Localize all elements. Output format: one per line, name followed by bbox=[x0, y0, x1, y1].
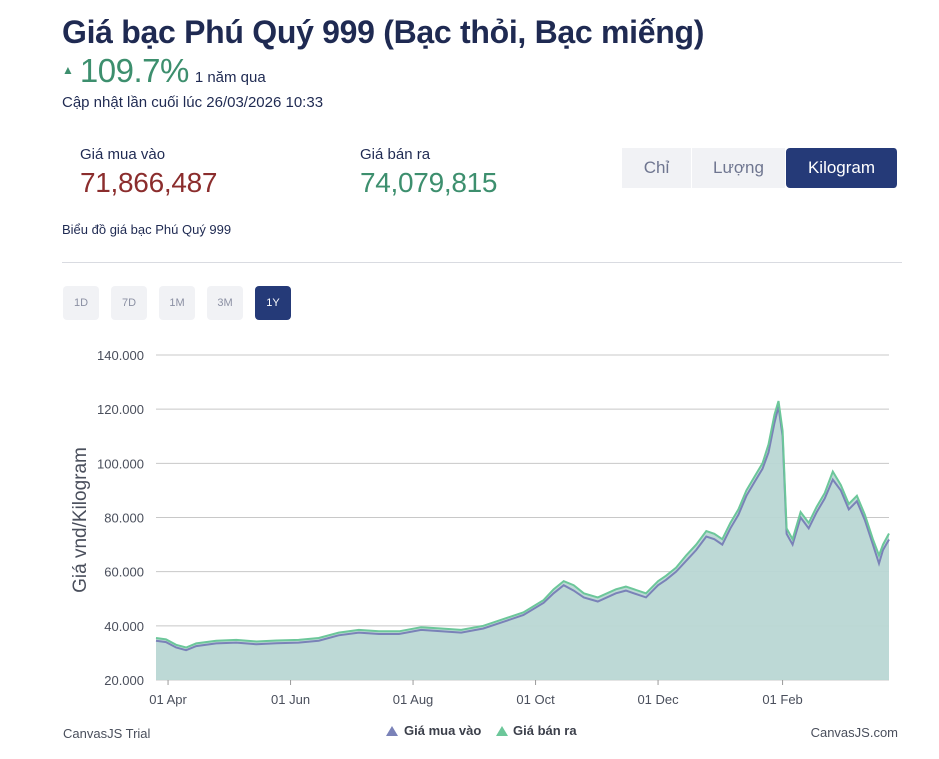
y-tick-label: 40.000 bbox=[104, 619, 144, 634]
chart-caption: Biểu đồ giá bạc Phú Quý 999 bbox=[62, 222, 232, 237]
x-tick-label: 01 Dec bbox=[637, 692, 679, 707]
unit-tab-kilogram[interactable]: Kilogram bbox=[786, 148, 898, 188]
series-layer bbox=[155, 400, 890, 680]
divider bbox=[62, 262, 902, 263]
x-tick-label: 01 Apr bbox=[149, 692, 187, 707]
buy-price-label: Giá mua vào bbox=[80, 146, 166, 163]
buy-price-value: 71,866,487 bbox=[80, 167, 218, 198]
legend-label-buy: Giá mua vào bbox=[404, 723, 481, 738]
chart-grid bbox=[156, 354, 889, 681]
series-area-sell bbox=[156, 401, 889, 680]
range-tab-1m[interactable]: 1M bbox=[159, 286, 195, 320]
y-tick-label: 20.000 bbox=[104, 673, 144, 688]
unit-tab-luong[interactable]: Lượng bbox=[692, 148, 786, 188]
change-percent: 109.7% bbox=[79, 52, 189, 89]
sell-price-value: 74,079,815 bbox=[360, 167, 498, 198]
y-tick-label: 120.000 bbox=[97, 402, 144, 417]
up-arrow-icon: ▲ bbox=[62, 63, 74, 77]
unit-tabs: Chỉ Lượng Kilogram bbox=[622, 148, 898, 188]
y-tick-label: 100.000 bbox=[97, 456, 144, 471]
canvasjs-link[interactable]: CanvasJS.com bbox=[811, 725, 898, 740]
x-tick-label: 01 Oct bbox=[516, 692, 555, 707]
y-tick-label: 80.000 bbox=[104, 511, 144, 526]
y-axis-title: Giá vnd/Kilogram bbox=[70, 447, 91, 593]
unit-tab-chi[interactable]: Chỉ bbox=[622, 148, 692, 188]
y-axis-ticks: 20.000 40.000 60.000 80.000 100.000 120.000 14… bbox=[97, 348, 144, 688]
change-period: 1 năm qua bbox=[194, 69, 266, 86]
legend-marker-sell bbox=[496, 726, 508, 736]
x-tick-label: 01 Feb bbox=[762, 692, 802, 707]
series-line-sell bbox=[155, 400, 890, 649]
x-axis-ticks: 01 Apr 01 Jun 01 Aug 01 Oct 01 Dec 01 Feb bbox=[149, 680, 803, 707]
page-title: Giá bạc Phú Quý 999 (Bạc thỏi, Bạc miếng… bbox=[62, 14, 705, 50]
buy-price-block: Giá mua vào 71,866,487 bbox=[80, 146, 217, 199]
legend-marker-buy bbox=[386, 726, 398, 736]
sell-price-block: Giá bán ra 74,079,815 bbox=[360, 146, 497, 199]
range-tab-1d[interactable]: 1D bbox=[63, 286, 99, 320]
price-chart[interactable]: 20.000 40.000 60.000 80.000 100.000 120.000 14… bbox=[0, 330, 939, 759]
chart-legend: Giá mua vào Giá bán ra bbox=[386, 723, 577, 738]
legend-label-sell: Giá bán ra bbox=[513, 723, 577, 738]
range-tab-3m[interactable]: 3M bbox=[207, 286, 243, 320]
canvasjs-trial-credit: CanvasJS Trial bbox=[63, 726, 151, 741]
range-tab-1y[interactable]: 1Y bbox=[255, 286, 291, 320]
range-tab-7d[interactable]: 7D bbox=[111, 286, 147, 320]
y-tick-label: 140.000 bbox=[97, 348, 144, 363]
range-tabs: 1D 7D 1M 3M 1Y bbox=[63, 286, 291, 320]
x-tick-label: 01 Aug bbox=[393, 692, 434, 707]
y-tick-label: 60.000 bbox=[104, 565, 144, 580]
x-tick-label: 01 Jun bbox=[271, 692, 310, 707]
last-updated: Cập nhật lần cuối lúc 26/03/2026 10:33 bbox=[62, 94, 324, 111]
sell-price-label: Giá bán ra bbox=[360, 146, 431, 163]
price-change: ▲ 109.7% 1 năm qua bbox=[62, 52, 266, 90]
series-line-buy bbox=[155, 406, 890, 652]
